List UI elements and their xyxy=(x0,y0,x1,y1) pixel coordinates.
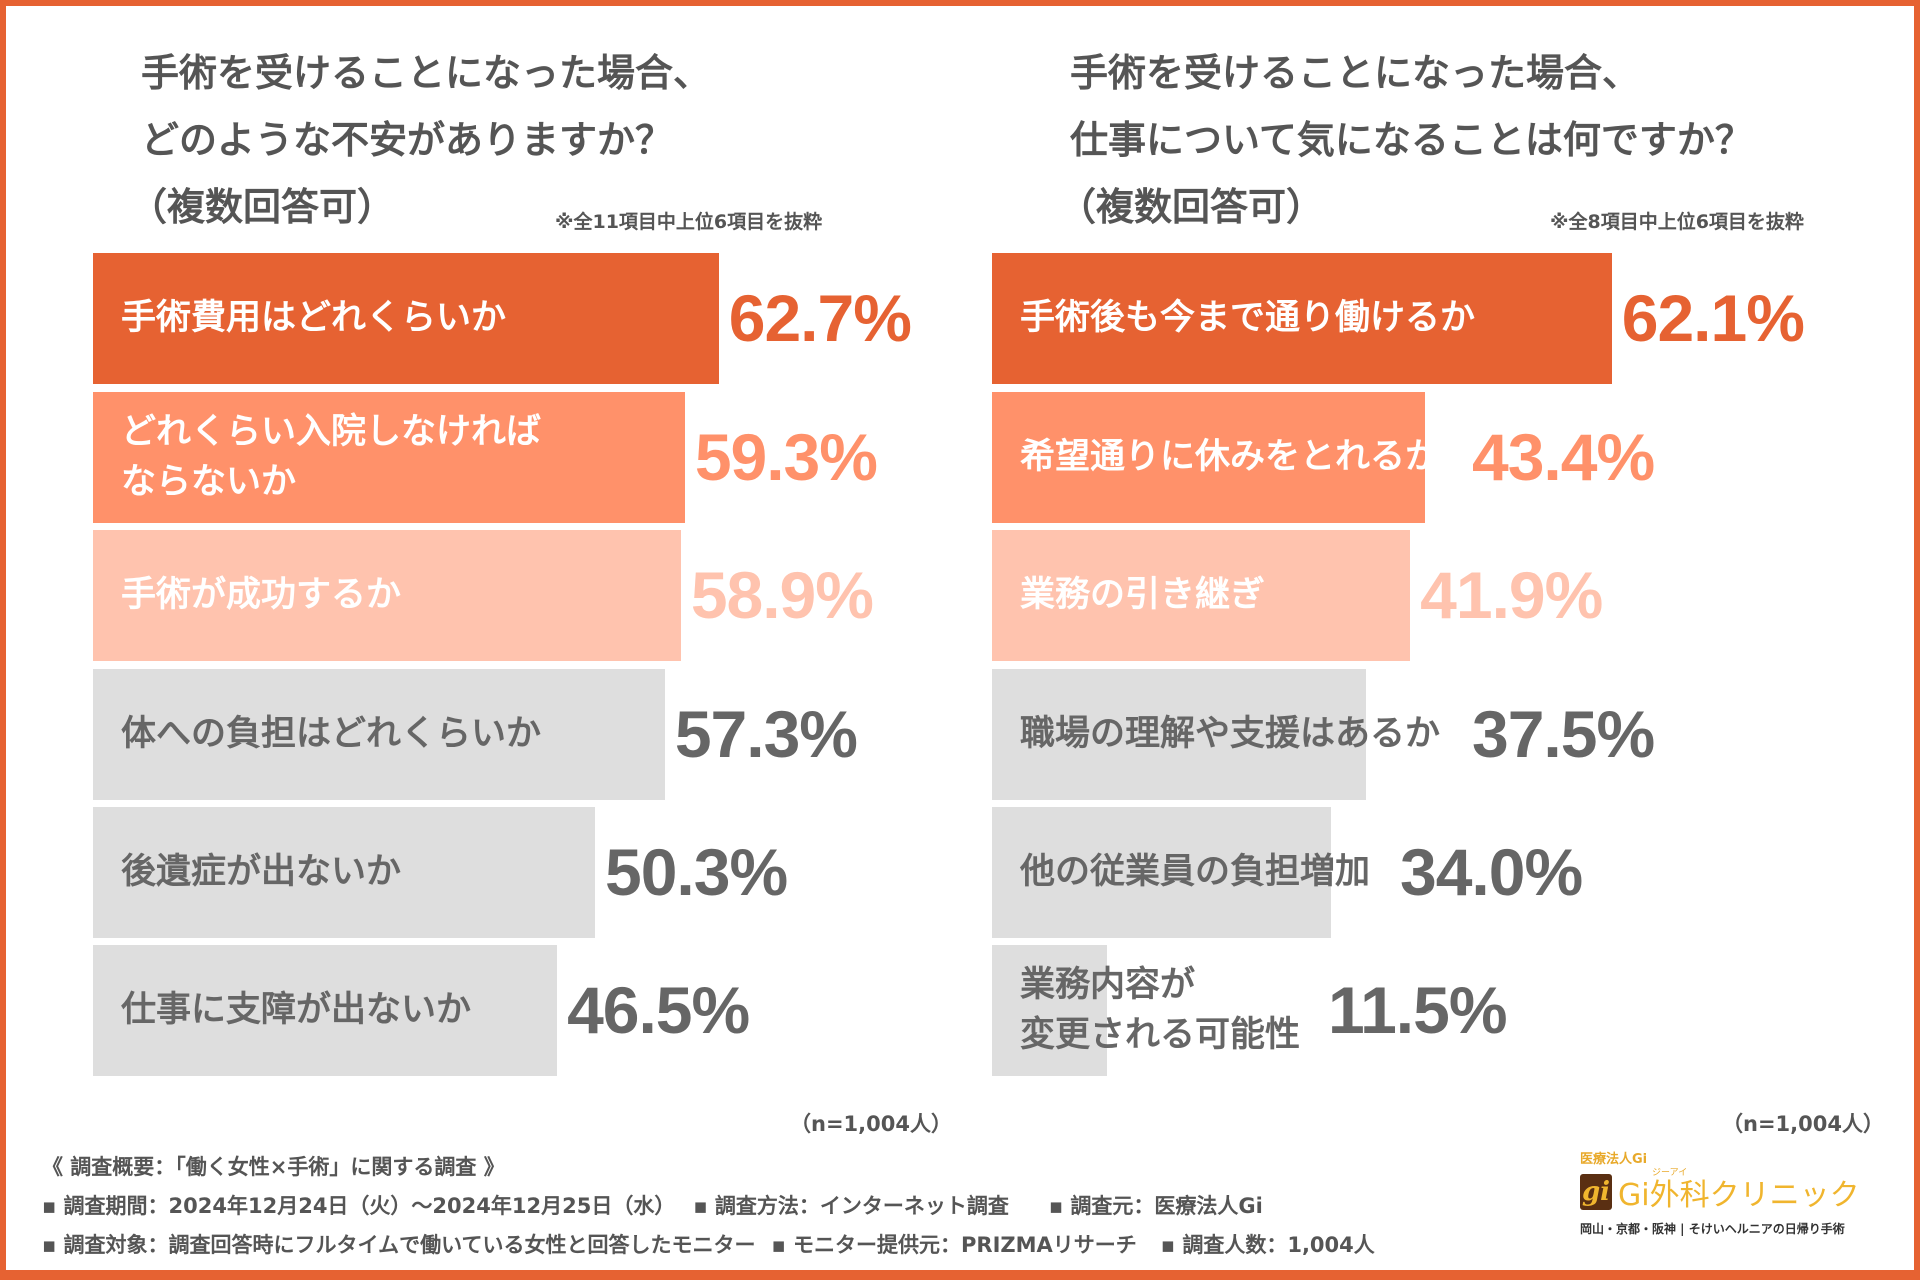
value-label: 41.9% xyxy=(1420,558,1603,632)
value-label: 59.3% xyxy=(694,420,878,494)
bar-label: 希望通りに休みをとれるか xyxy=(1020,437,1441,477)
bar xyxy=(93,253,719,384)
clinic-logo: 医療法人Gi gi ジーアイ Gi外科クリニック 岡山・京都・阪神 | そけいヘ… xyxy=(1580,1152,1910,1262)
bar xyxy=(992,669,1367,800)
bar xyxy=(992,253,1612,384)
value-label: 37.5% xyxy=(1472,697,1655,771)
bar xyxy=(93,669,665,800)
chart-title-line: 手術を受けることになった場合、 xyxy=(141,51,712,95)
bar-label: 仕事に支障が出ないか xyxy=(121,990,472,1030)
survey-heading: 《 調査概要：「働く女性×手術」に関する調査 》 xyxy=(42,1155,505,1179)
bar-label: 後遺症が出ないか xyxy=(121,852,402,892)
bar-label: 他の従業員の負担増加 xyxy=(1020,852,1371,892)
bar-label: 手術後も今まで通り働けるか xyxy=(1020,298,1476,338)
bar-label: ならないか xyxy=(121,462,297,502)
survey-line-1: ▪ 調査期間：2024年12月24日（火）～2024年12月25日（水） ▪ 調査… xyxy=(42,1192,1263,1220)
value-label: 57.3% xyxy=(674,697,858,771)
value-label: 43.4% xyxy=(1472,420,1655,494)
bar xyxy=(992,392,1426,523)
sample-size: （n=1,004人） xyxy=(1722,1112,1884,1136)
chart-note: ※全11項目中上位6項目を抜粋 xyxy=(555,211,823,233)
bar xyxy=(992,945,1107,1076)
chart-title-line: 仕事について気になることは何ですか？ xyxy=(1070,118,1753,162)
bar xyxy=(93,392,685,523)
bar xyxy=(992,807,1332,938)
bar xyxy=(93,807,595,938)
survey-provider: ▪ モニター提供元：PRIZMAリサーチ xyxy=(771,1233,1137,1257)
logo-ruby: ジーアイ xyxy=(1652,1168,1688,1178)
value-label: 62.7% xyxy=(728,281,912,355)
survey-line-2: ▪ 調査対象：調査回答時にフルタイムで働いている女性と回答したモニター ▪ モニタ… xyxy=(42,1231,1375,1259)
logo-tagline: 岡山・京都・阪神 | そけいヘルニアの日帰り手術 xyxy=(1580,1222,1845,1236)
survey-source: ▪ 調査元：医療法人Gi xyxy=(1048,1194,1263,1218)
value-label: 58.9% xyxy=(690,558,874,632)
logo-name: Gi外科クリニック xyxy=(1618,1178,1860,1213)
bar-label: どれくらい入院しなければ xyxy=(121,412,542,452)
value-label: 34.0% xyxy=(1400,835,1583,909)
value-label: 50.3% xyxy=(604,835,788,909)
chart-title-line: どのような不安がありますか？ xyxy=(141,118,674,162)
chart-title-line: 手術を受けることになった場合、 xyxy=(1070,51,1641,95)
bar xyxy=(93,945,558,1076)
sample-size: （n=1,004人） xyxy=(790,1112,952,1136)
bar-label: 手術が成功するか xyxy=(121,575,402,615)
value-label: 46.5% xyxy=(567,973,750,1047)
bar-label: 業務の引き継ぎ xyxy=(1020,575,1266,615)
bar-label: 体への負担はどれくらいか xyxy=(121,714,542,754)
value-label: 62.1% xyxy=(1621,281,1805,355)
survey-method: ▪ 調査方法：インターネット調査 xyxy=(693,1194,1009,1218)
survey-target: ▪ 調査対象：調査回答時にフルタイムで働いている女性と回答したモニター xyxy=(42,1233,756,1257)
bar-label: 職場の理解や支援はあるか xyxy=(1020,714,1441,754)
bar xyxy=(93,530,681,661)
survey-period: ▪ 調査期間：2024年12月24日（火）～2024年12月25日（水） xyxy=(42,1194,676,1218)
value-label: 11.5% xyxy=(1328,973,1507,1047)
survey-count: ▪ 調査人数：1,004人 xyxy=(1160,1233,1375,1257)
logo-org: 医療法人Gi xyxy=(1580,1152,1648,1167)
chart-title-line: （複数回答可） xyxy=(129,185,396,229)
bar-label: 変更される可能性 xyxy=(1020,1015,1301,1055)
chart-note: ※全8項目中上位6項目を抜粋 xyxy=(1550,211,1804,233)
chart-title-line: （複数回答可） xyxy=(1058,185,1325,229)
logo-gi-icon: gi xyxy=(1580,1174,1612,1210)
bar xyxy=(992,530,1411,661)
bar-label: 業務内容が xyxy=(1020,965,1196,1005)
bar-label: 手術費用はどれくらいか xyxy=(121,298,507,338)
